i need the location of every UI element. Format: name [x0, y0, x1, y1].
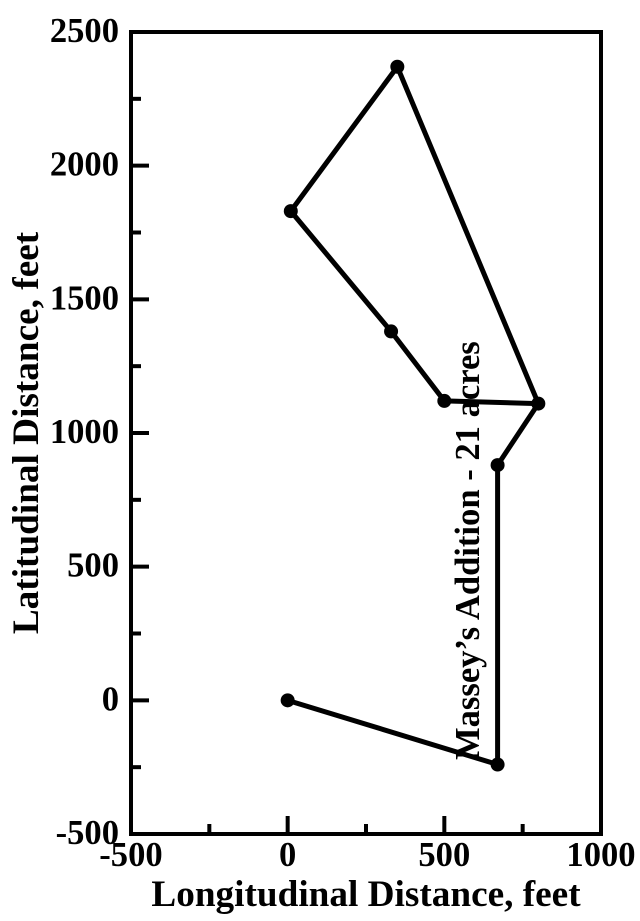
x-tick-label: 1000	[566, 836, 635, 874]
y-axis-tick-labels: -500 0 500 1000 1500 2000 2500	[50, 12, 119, 852]
parcel-outline	[288, 67, 539, 765]
x-tick-label: 500	[418, 836, 470, 874]
x-axis-ticks	[131, 816, 601, 834]
parcel-annotation: Massey’s Addition - 21 acres	[449, 341, 487, 760]
y-tick-label: -500	[56, 814, 119, 852]
x-axis-label: Longitudinal Distance, feet	[151, 874, 581, 915]
survey-plot: -500 0 500 1000 -500 0 500 1000 1500 2000 2500 Ma…	[0, 0, 640, 921]
x-tick-label: 0	[279, 836, 296, 874]
y-axis-label: Latitudinal Distance, feet	[6, 231, 47, 634]
y-tick-label: 1500	[50, 279, 119, 317]
y-tick-label: 2500	[50, 12, 119, 50]
y-tick-label: 500	[67, 547, 119, 585]
x-axis-tick-labels: -50005001000	[99, 836, 635, 874]
y-axis-ticks	[131, 32, 149, 834]
y-tick-label: 1000	[50, 413, 119, 451]
parcel-vertices	[281, 60, 546, 772]
y-tick-label: 2000	[50, 146, 119, 184]
plot-border	[131, 32, 601, 834]
y-tick-label: 0	[102, 680, 119, 718]
